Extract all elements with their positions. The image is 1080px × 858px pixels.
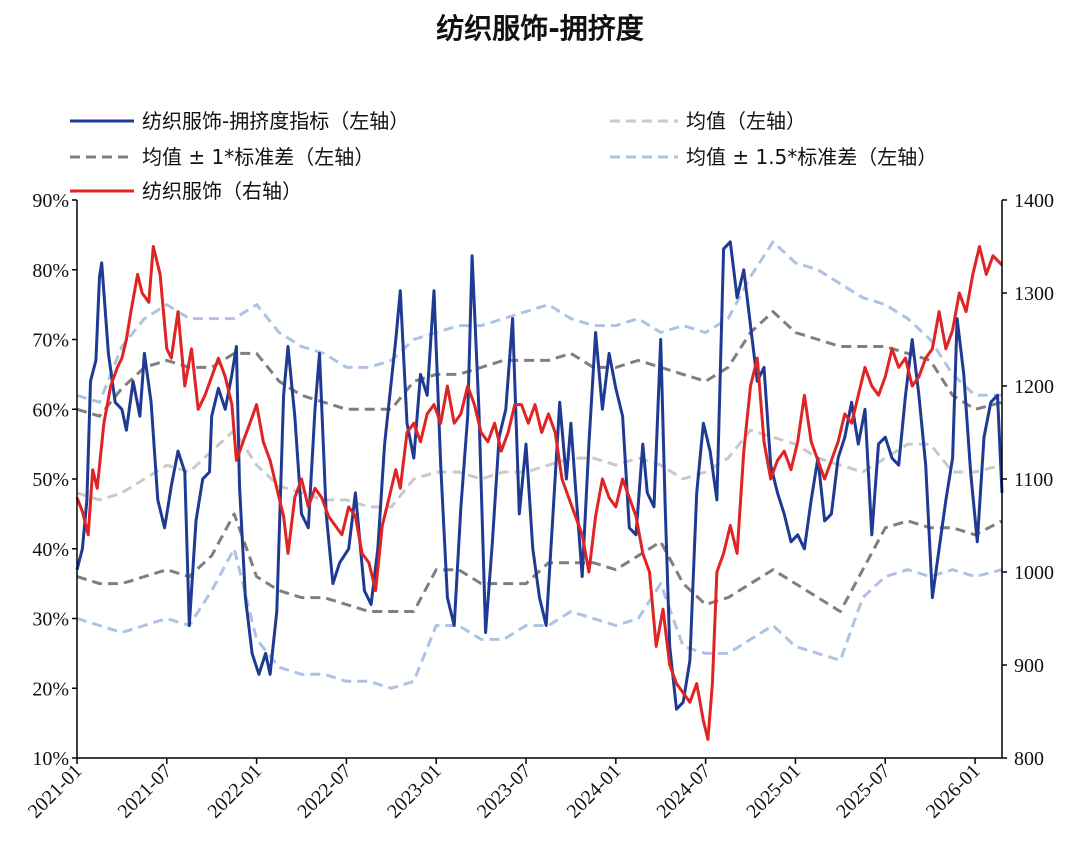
y-right-tick-label: 1100 — [1014, 469, 1053, 491]
ticks: 90% 80% 70% 60% 50% 40% 30% 20% 10% 1400 1300 1200 1… — [24, 190, 1054, 823]
y-left-tick-label: 20% — [32, 678, 69, 700]
legend-label-crowding: 纺织服饰-拥挤度指标（左轴） — [142, 109, 409, 133]
x-tick-label: 2022-01 — [203, 760, 266, 823]
x-tick-label: 2022-07 — [293, 760, 356, 823]
series-line-5 — [76, 547, 1003, 690]
series-line-4 — [76, 240, 1002, 404]
legend-label-1std: 均值 ± 1*标准差（左轴） — [142, 145, 374, 169]
x-tick-label: 2025-01 — [742, 760, 805, 823]
y-left-tick-label: 70% — [32, 330, 69, 352]
y-left-tick-label: 60% — [32, 399, 69, 421]
x-tick-label: 2023-07 — [473, 760, 536, 823]
x-tick-label: 2025-07 — [832, 760, 895, 823]
y-right-tick-label: 1400 — [1014, 190, 1054, 212]
chart-title: 纺织服饰-拥挤度 — [436, 12, 644, 45]
series-line-6 — [75, 245, 1004, 741]
y-left-tick-label: 40% — [32, 539, 69, 561]
y-left-tick-label: 50% — [32, 469, 69, 491]
y-left-tick-label: 80% — [32, 260, 69, 282]
x-tick-label: 2023-01 — [383, 760, 446, 823]
legend-label-index: 纺织服饰（右轴） — [142, 179, 302, 203]
series-layer — [75, 240, 1004, 741]
y-right-tick-label: 1300 — [1014, 283, 1054, 305]
series-line-0 — [75, 240, 1004, 711]
legend-label-mean: 均值（左轴） — [686, 109, 806, 133]
x-tick-label: 2021-07 — [114, 760, 177, 823]
series-line-2 — [76, 310, 1003, 418]
axes — [76, 200, 1003, 759]
y-right-tick-label: 1000 — [1014, 562, 1054, 584]
y-right-tick-label: 800 — [1014, 748, 1044, 770]
x-tick-label: 2024-01 — [563, 760, 626, 823]
x-tick-label: 2024-07 — [652, 760, 715, 823]
x-tick-label: 2026-01 — [922, 760, 985, 823]
y-right-tick-label: 900 — [1014, 655, 1044, 677]
legend-label-1-5std: 均值 ± 1.5*标准差（左轴） — [686, 145, 937, 169]
legend: 纺织服饰-拥挤度指标（左轴） 均值（左轴） 均值 ± 1*标准差（左轴） 均值 … — [70, 109, 937, 203]
y-left-tick-label: 10% — [32, 748, 69, 770]
y-left-tick-label: 90% — [32, 190, 69, 212]
series-line-1 — [76, 428, 1003, 509]
y-right-tick-label: 1200 — [1014, 376, 1054, 398]
y-left-tick-label: 30% — [32, 609, 69, 631]
